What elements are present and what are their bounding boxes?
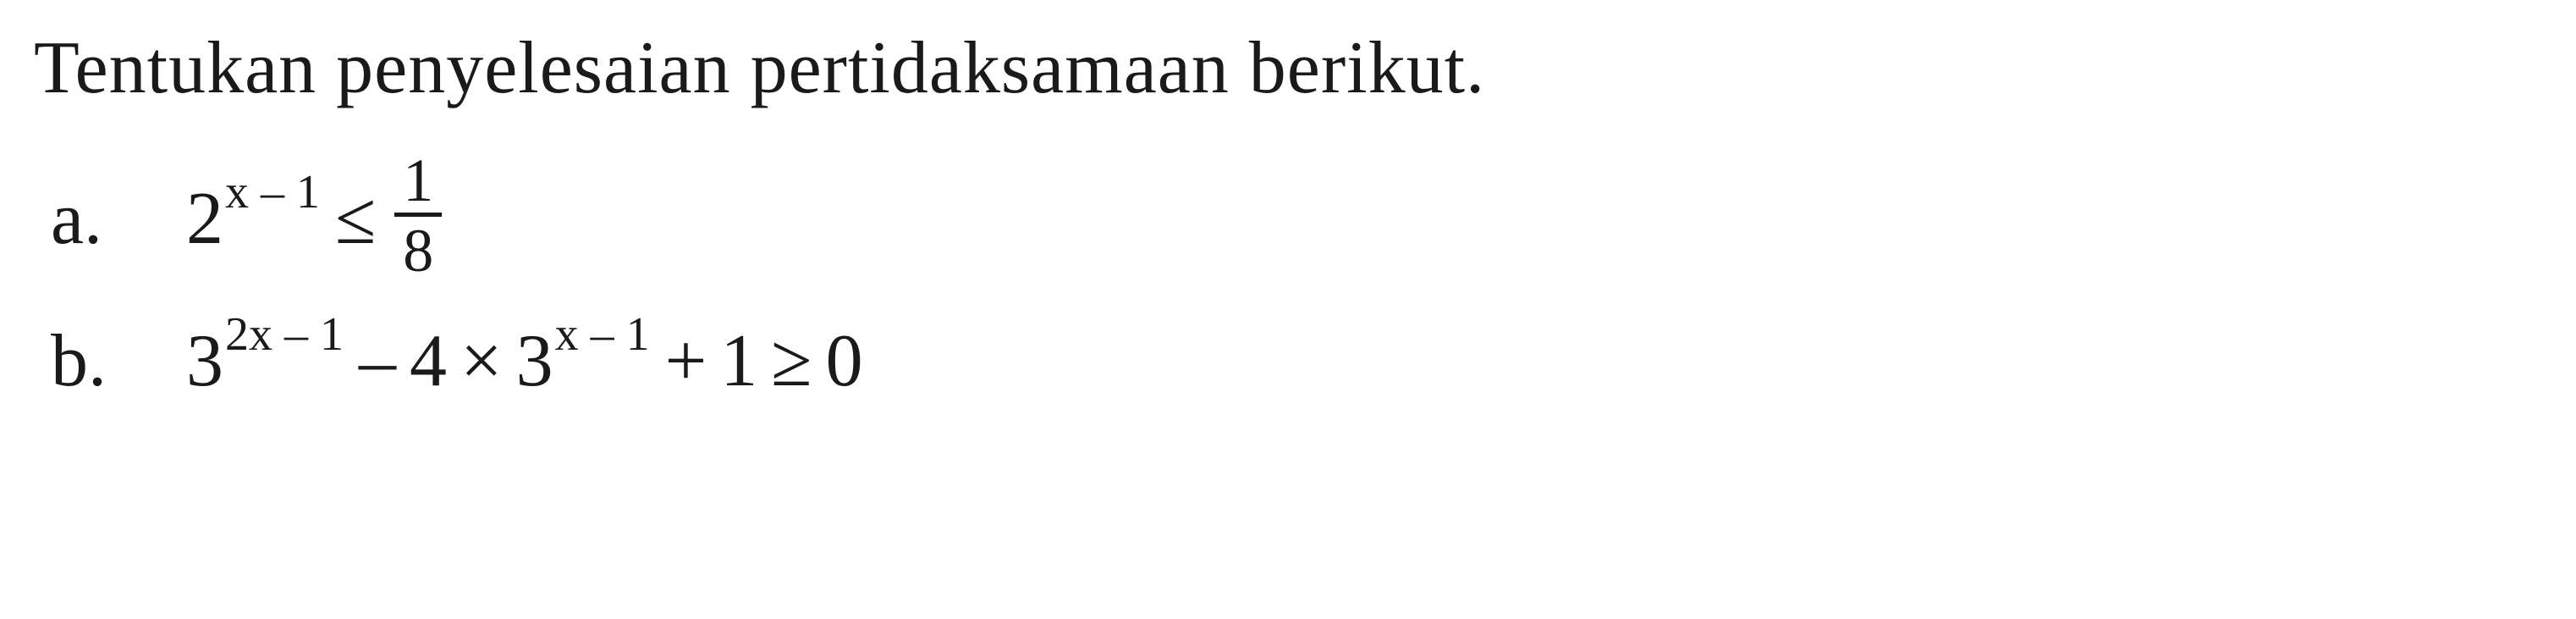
math-expression-b: 32x – 1 – 4 × 3x – 1 + 1 ≥ 0 [186, 318, 863, 404]
exponent: x – 1 [225, 165, 320, 219]
fraction-denominator: 8 [394, 217, 442, 281]
plus-operator: + [665, 318, 707, 404]
minus-operator: – [359, 318, 396, 404]
base-number: 3 [186, 318, 223, 404]
fraction-numerator: 1 [394, 150, 442, 217]
math-expression-a: 2x – 1 ≤ 1 8 [186, 153, 447, 285]
constant: 0 [826, 318, 863, 404]
times-operator: × [460, 318, 503, 404]
exponent: 2x – 1 [225, 307, 344, 362]
relation-operator: ≤ [335, 176, 376, 262]
base-number: 2 [186, 176, 223, 262]
relation-operator: ≥ [771, 318, 812, 404]
problem-item-a: a. 2x – 1 ≤ 1 8 [51, 153, 2542, 285]
item-label-a: a. [51, 176, 186, 262]
item-label-b: b. [51, 318, 186, 404]
base-number: 3 [516, 318, 553, 404]
problem-title: Tentukan penyelesaian pertidaksamaan ber… [34, 25, 2542, 111]
problem-item-b: b. 32x – 1 – 4 × 3x – 1 + 1 ≥ 0 [51, 318, 2542, 404]
exponent: x – 1 [555, 307, 650, 362]
fraction: 1 8 [394, 150, 442, 281]
coefficient: 4 [410, 318, 447, 404]
constant: 1 [720, 318, 757, 404]
